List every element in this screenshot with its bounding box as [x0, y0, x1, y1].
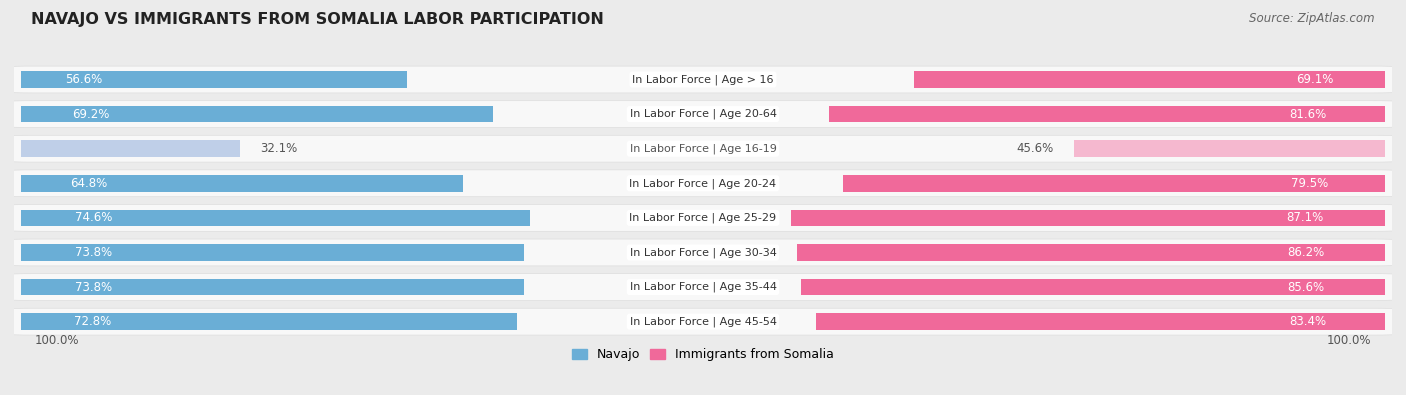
Bar	[21, 313, 517, 330]
Text: NAVAJO VS IMMIGRANTS FROM SOMALIA LABOR PARTICIPATION: NAVAJO VS IMMIGRANTS FROM SOMALIA LABOR …	[31, 12, 603, 27]
FancyBboxPatch shape	[10, 101, 1396, 128]
Text: 100.0%: 100.0%	[1327, 333, 1371, 346]
Text: 72.8%: 72.8%	[75, 315, 111, 328]
Text: 56.6%: 56.6%	[66, 73, 103, 86]
Text: 69.1%: 69.1%	[1296, 73, 1334, 86]
Text: 45.6%: 45.6%	[1017, 142, 1053, 155]
Text: In Labor Force | Age 35-44: In Labor Force | Age 35-44	[630, 282, 776, 292]
Text: 86.2%: 86.2%	[1286, 246, 1324, 259]
Text: 69.2%: 69.2%	[72, 107, 110, 120]
Bar	[21, 71, 406, 88]
FancyBboxPatch shape	[10, 170, 1396, 197]
Bar	[914, 71, 1385, 88]
FancyBboxPatch shape	[10, 66, 1396, 93]
Bar	[21, 175, 463, 192]
Text: 73.8%: 73.8%	[75, 280, 112, 293]
Text: In Labor Force | Age 30-34: In Labor Force | Age 30-34	[630, 247, 776, 258]
Bar	[828, 106, 1385, 122]
Text: In Labor Force | Age 20-24: In Labor Force | Age 20-24	[630, 178, 776, 188]
Bar	[21, 209, 530, 226]
Text: 32.1%: 32.1%	[260, 142, 298, 155]
Legend: Navajo, Immigrants from Somalia: Navajo, Immigrants from Somalia	[567, 343, 839, 366]
Text: In Labor Force | Age 45-54: In Labor Force | Age 45-54	[630, 316, 776, 327]
Bar	[1074, 140, 1385, 157]
Bar	[21, 140, 240, 157]
FancyBboxPatch shape	[10, 239, 1396, 266]
Text: In Labor Force | Age > 16: In Labor Force | Age > 16	[633, 74, 773, 85]
Bar	[21, 244, 524, 261]
Text: 83.4%: 83.4%	[1289, 315, 1326, 328]
FancyBboxPatch shape	[10, 274, 1396, 301]
FancyBboxPatch shape	[10, 135, 1396, 162]
Bar	[817, 313, 1385, 330]
Text: 74.6%: 74.6%	[76, 211, 112, 224]
Text: 87.1%: 87.1%	[1286, 211, 1324, 224]
Text: 85.6%: 85.6%	[1288, 280, 1324, 293]
FancyBboxPatch shape	[10, 308, 1396, 335]
Text: In Labor Force | Age 16-19: In Labor Force | Age 16-19	[630, 143, 776, 154]
Text: 64.8%: 64.8%	[70, 177, 107, 190]
Bar	[21, 279, 524, 295]
Bar	[792, 209, 1385, 226]
Text: 79.5%: 79.5%	[1291, 177, 1329, 190]
Text: 100.0%: 100.0%	[35, 333, 79, 346]
Bar	[21, 106, 494, 122]
Text: In Labor Force | Age 20-64: In Labor Force | Age 20-64	[630, 109, 776, 119]
Bar	[842, 175, 1385, 192]
Bar	[801, 279, 1385, 295]
Text: In Labor Force | Age 25-29: In Labor Force | Age 25-29	[630, 213, 776, 223]
FancyBboxPatch shape	[10, 205, 1396, 231]
Bar	[797, 244, 1385, 261]
Text: 81.6%: 81.6%	[1289, 107, 1327, 120]
Text: 73.8%: 73.8%	[75, 246, 112, 259]
Text: Source: ZipAtlas.com: Source: ZipAtlas.com	[1250, 12, 1375, 25]
